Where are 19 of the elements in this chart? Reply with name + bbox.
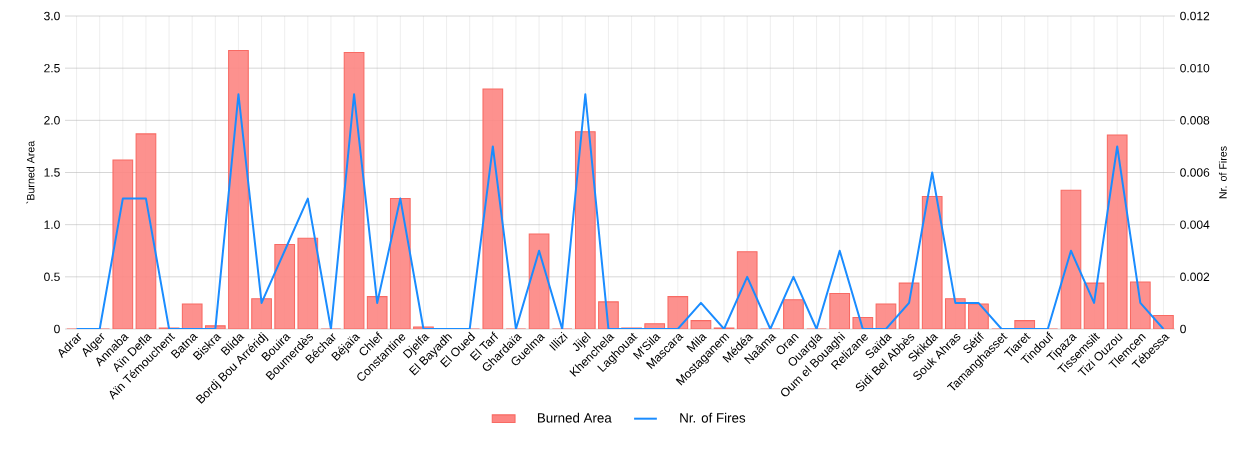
y2-tick-label: 0.004 [1180, 220, 1210, 229]
y2-tick-label: 0.002 [1180, 272, 1210, 282]
y2-tick-label: 0.006 [1180, 168, 1210, 177]
y-tick-label: 1.0 [44, 220, 60, 229]
legend-label: Nr. of Fires [680, 412, 746, 423]
y2-tick-label: 0.012 [1180, 11, 1210, 21]
y2-tick-label: 0.008 [1180, 116, 1210, 125]
y-tick-label: 1.5 [44, 168, 60, 177]
y2-tick-label: 0 [1180, 324, 1186, 334]
y-axis-title: `Burned Area [26, 140, 35, 204]
y-tick-label: 3.0 [44, 11, 60, 21]
y-tick-label: 2.0 [44, 116, 60, 125]
y-tick-label: 2.5 [44, 63, 60, 73]
y2-axis-title: Nr. of Fires [1218, 146, 1227, 199]
x-tick-label: Illizi [549, 331, 568, 351]
legend-label: Burned Area [537, 412, 612, 423]
y-tick-label: 0.5 [44, 272, 60, 282]
y-tick-label: 0 [54, 324, 60, 334]
y2-tick-label: 0.010 [1180, 63, 1210, 73]
